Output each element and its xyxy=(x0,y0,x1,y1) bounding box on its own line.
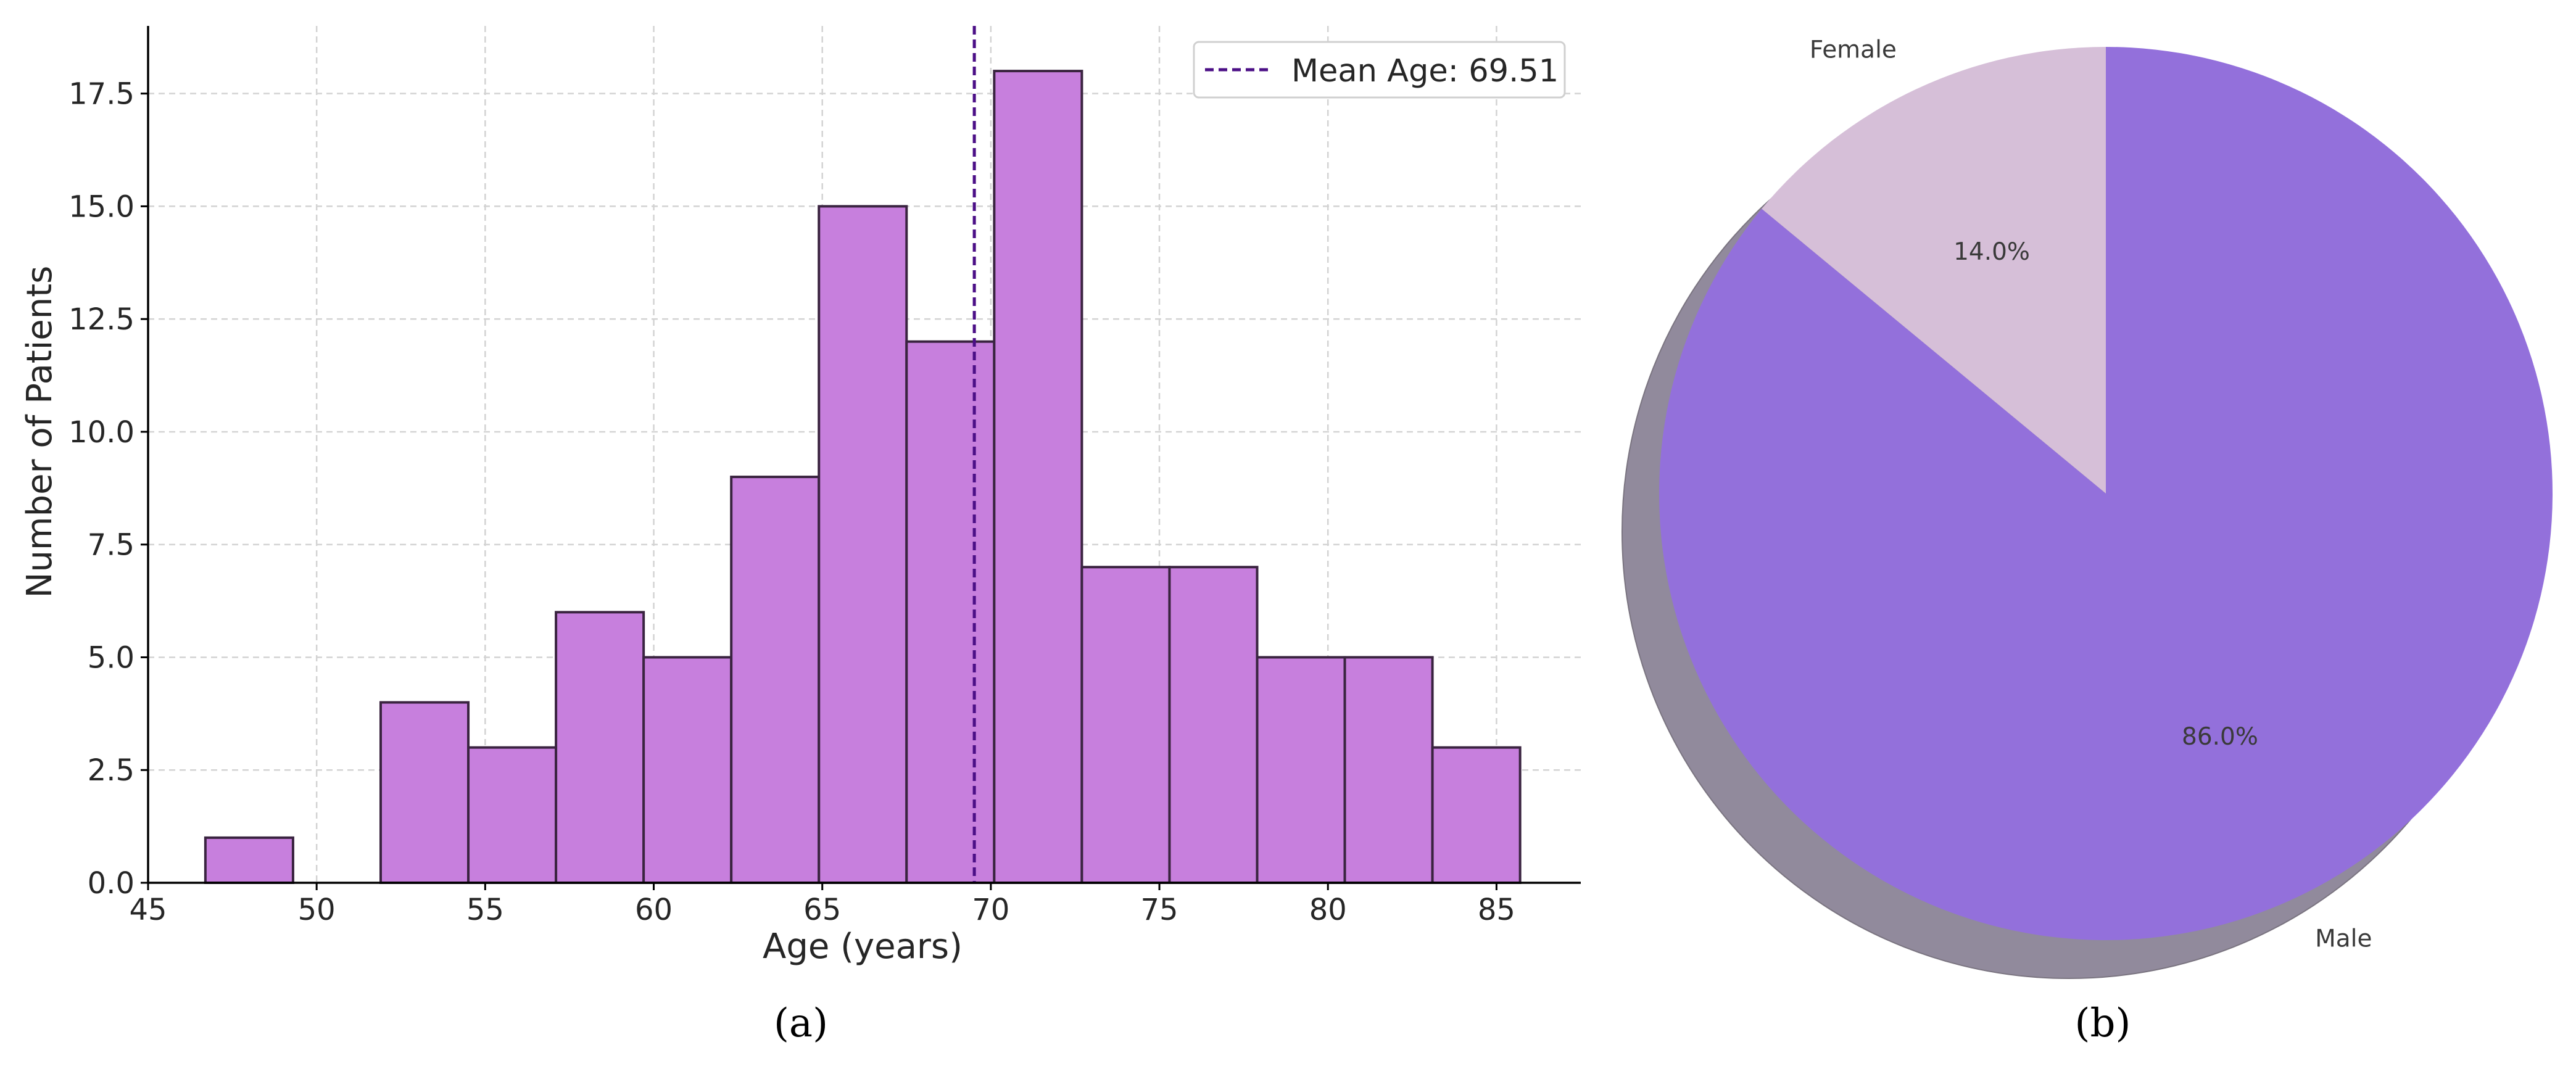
histogram-bar xyxy=(993,70,1083,885)
pie-percent-label: 86.0% xyxy=(2182,723,2258,751)
y-tick-label: 10.0 xyxy=(68,415,135,450)
y-tick-label: 5.0 xyxy=(88,640,135,675)
histogram-bar xyxy=(1168,566,1259,885)
y-tick-label: 0.0 xyxy=(88,866,135,901)
x-tick-label: 80 xyxy=(1309,893,1347,927)
pie-category-label: Male xyxy=(2315,925,2372,953)
y-tick-label: 2.5 xyxy=(88,753,135,788)
x-tick-label: 50 xyxy=(298,893,336,927)
histogram-bar xyxy=(905,340,996,884)
x-tick-label: 75 xyxy=(1141,893,1178,927)
x-tick-label: 85 xyxy=(1478,893,1515,927)
histogram-ticks: 45 50 55 60 65 70 75 80 85 0.0 2.5 5.0 7.5 10.0 12.5 15… xyxy=(68,77,1515,927)
histogram-bar xyxy=(555,611,645,884)
panel-b-caption: (b) xyxy=(2075,1001,2131,1046)
y-axis-label: Number of Patients xyxy=(20,266,60,598)
histogram-bar xyxy=(1080,566,1171,885)
panel-a-caption: (a) xyxy=(774,1001,828,1046)
histogram-bar xyxy=(1431,746,1522,884)
histogram-bar xyxy=(1343,656,1434,884)
pie-labels: 14.0% Female 86.0% Male xyxy=(1810,36,2372,952)
x-axis-label: Age (years) xyxy=(763,927,963,967)
pie-slices xyxy=(1659,47,2553,940)
histogram-axes xyxy=(147,26,1581,884)
histogram-panel: 45 50 55 60 65 70 75 80 85 0.0 2.5 5.0 7.5 10.0 12.5 15… xyxy=(20,26,1581,1046)
legend-mean-label: Mean Age: 69.51 xyxy=(1291,53,1559,89)
x-tick-label: 55 xyxy=(466,893,504,927)
histogram-bar xyxy=(467,746,558,884)
x-tick-label: 60 xyxy=(635,893,673,927)
y-tick-label: 7.5 xyxy=(88,528,135,563)
pie-slice-male xyxy=(1659,47,2553,940)
histogram-bar xyxy=(642,656,733,884)
histogram-bar xyxy=(204,836,294,885)
histogram-bar xyxy=(818,205,908,885)
y-tick-label: 17.5 xyxy=(68,77,135,112)
y-tick-label: 12.5 xyxy=(68,302,135,337)
histogram-bar xyxy=(1256,656,1346,884)
pie-panel: 14.0% Female 86.0% Male (b) xyxy=(1621,36,2553,1046)
x-tick-label: 45 xyxy=(129,893,167,927)
histogram-bar xyxy=(730,476,821,884)
legend: Mean Age: 69.51 xyxy=(1193,41,1566,99)
histogram-bars xyxy=(204,70,1522,885)
x-tick-label: 65 xyxy=(803,893,841,927)
pie-percent-label: 14.0% xyxy=(1953,238,2030,266)
histogram-bar xyxy=(379,701,470,885)
legend-box xyxy=(1193,41,1566,99)
pie-category-label: Female xyxy=(1810,36,1897,64)
x-tick-label: 70 xyxy=(972,893,1009,927)
y-tick-label: 15.0 xyxy=(68,189,135,224)
pie-slice-female xyxy=(1762,47,2106,494)
